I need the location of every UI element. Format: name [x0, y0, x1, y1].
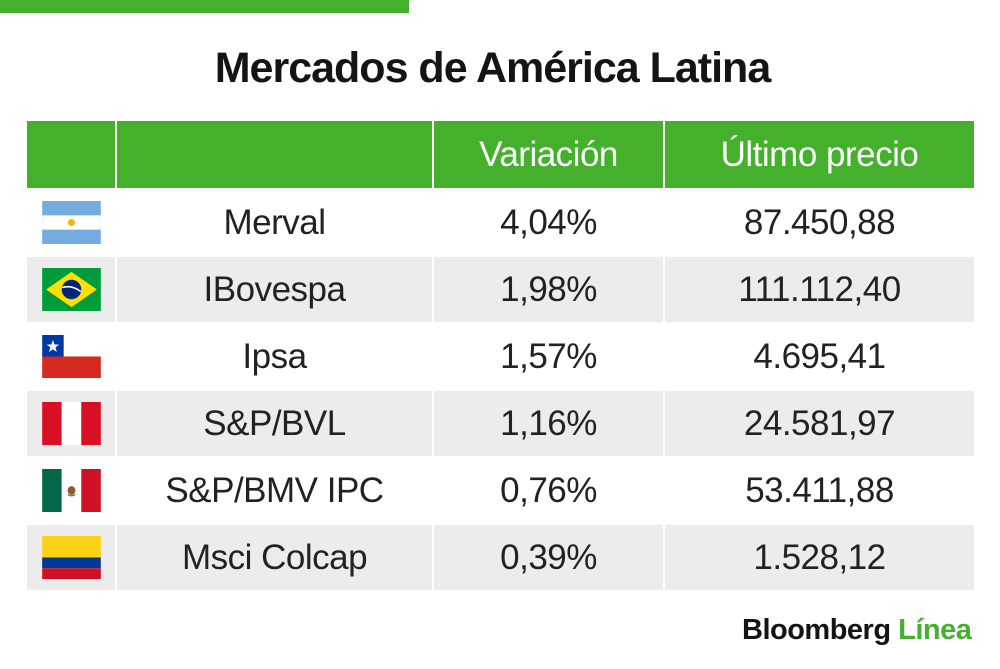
chile-flag-icon [41, 335, 101, 378]
argentina-flag-icon [41, 201, 101, 244]
logo-suffix: Línea [898, 614, 972, 646]
variation-value: 1,57% [434, 324, 663, 389]
header-variation: Variación [434, 121, 663, 188]
peru-flag-icon [41, 402, 101, 445]
brazil-flag-icon [41, 268, 101, 311]
price-value: 87.450,88 [665, 190, 974, 255]
flag-cell [27, 190, 115, 255]
index-name: Msci Colcap [117, 525, 432, 590]
index-name: Ipsa [117, 324, 432, 389]
top-accent-bar [0, 0, 409, 13]
price-value: 24.581,97 [665, 391, 974, 456]
variation-value: 0,39% [434, 525, 663, 590]
flag-cell [27, 257, 115, 322]
variation-value: 1,98% [434, 257, 663, 322]
flag-cell [27, 391, 115, 456]
variation-value: 4,04% [434, 190, 663, 255]
variation-value: 1,16% [434, 391, 663, 456]
page-title: Mercados de América Latina [214, 44, 772, 92]
price-value: 111.112,40 [665, 257, 974, 322]
markets-table: Variación Último precio Merval 4,04% 87.… [27, 121, 974, 590]
mexico-flag-icon [41, 469, 101, 512]
flag-cell [27, 458, 115, 523]
colombia-flag-icon [41, 536, 101, 579]
price-value: 1.528,12 [665, 525, 974, 590]
index-name: IBovespa [117, 257, 432, 322]
logo-brand: Bloomberg [742, 614, 891, 646]
index-name: S&P/BVL [117, 391, 432, 456]
price-value: 4.695,41 [665, 324, 974, 389]
index-name: Merval [117, 190, 432, 255]
price-value: 53.411,88 [665, 458, 974, 523]
header-index-cell [117, 121, 432, 188]
flag-cell [27, 525, 115, 590]
header-last-price: Último precio [665, 121, 974, 188]
header-flag-cell [27, 121, 115, 188]
index-name: S&P/BMV IPC [117, 458, 432, 523]
bloomberg-linea-logo: Bloomberg Línea [742, 614, 972, 647]
variation-value: 0,76% [434, 458, 663, 523]
flag-cell [27, 324, 115, 389]
